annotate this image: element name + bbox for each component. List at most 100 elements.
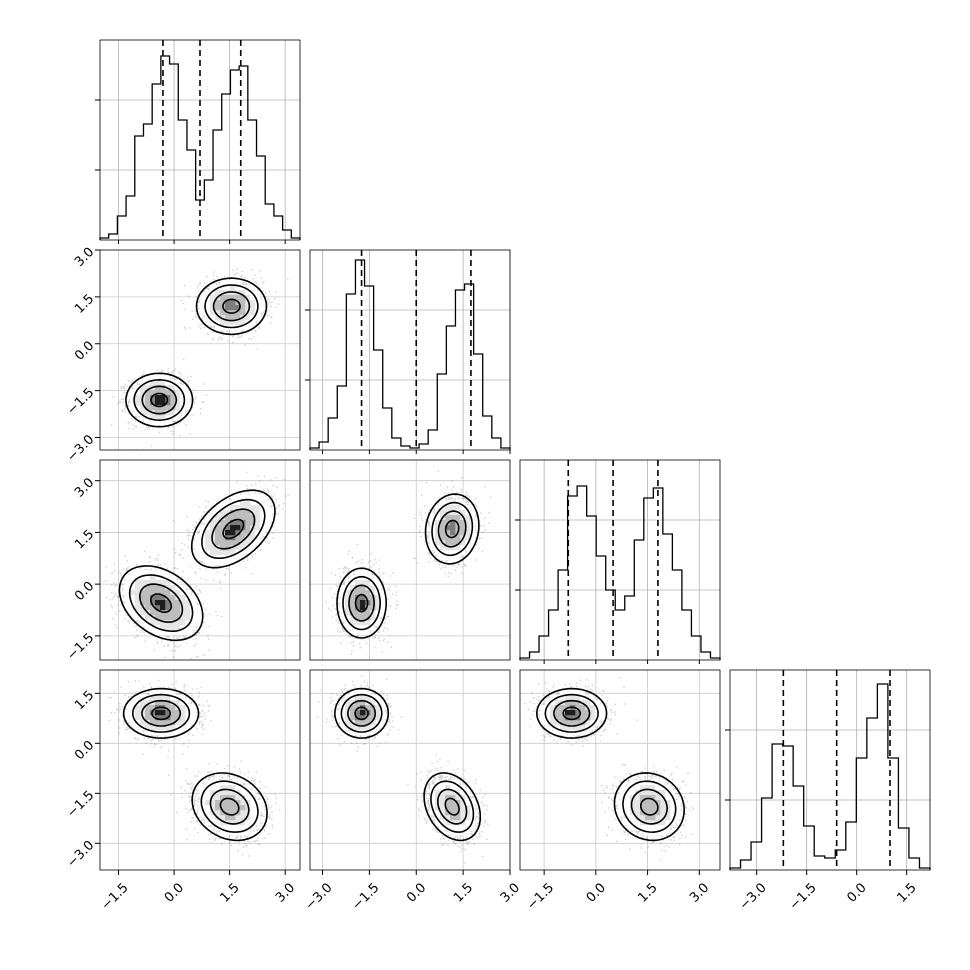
y-tick-label: −1.5 — [64, 385, 97, 418]
contour-line — [204, 284, 259, 329]
contour-line — [553, 699, 591, 727]
histogram-step — [729, 683, 931, 870]
scatter-panel-2-0: −1.5 0.0 1.5 3.0 — [64, 459, 301, 663]
panel-frame — [519, 459, 721, 661]
contour-line — [431, 501, 474, 557]
panel-frame — [99, 39, 301, 241]
density-level-4 — [155, 710, 166, 716]
x-axis-3: −3.0 −1.5 0.0 1.5 — [737, 870, 920, 913]
x-tick-label: 1.5 — [217, 880, 242, 905]
density-level-3 — [355, 705, 371, 721]
panel-content — [520, 670, 720, 870]
panel-frame — [519, 669, 721, 871]
contour-line — [200, 780, 259, 833]
scatter-panel-1-0: −3.0 −1.5 0.0 1.5 3.0 — [64, 245, 301, 465]
y-tick-label: 3.0 — [72, 475, 97, 500]
contour-line — [190, 489, 276, 569]
y-tick-label: −3.0 — [64, 838, 97, 871]
contour-line — [141, 699, 182, 727]
x-tick-label: −1.5 — [524, 880, 557, 913]
density-level-2 — [350, 700, 461, 821]
x-tick-label: −1.5 — [349, 880, 382, 913]
density-level-4 — [155, 525, 241, 611]
contour-line — [430, 780, 475, 833]
contour-line — [222, 518, 245, 540]
y-tick-label: 0.0 — [72, 738, 97, 763]
y-tick-label: 1.5 — [72, 527, 97, 552]
scatter-panel-3-0: −3.0 −1.5 0.0 1.5 — [64, 669, 301, 871]
x-axis-2: −1.5 0.0 1.5 3.0 — [524, 870, 712, 913]
density-level-3 — [565, 705, 581, 721]
contour-line — [150, 593, 173, 613]
panel-frame — [309, 249, 511, 451]
contour-line — [211, 508, 256, 550]
panel-background — [100, 250, 300, 450]
contour-line — [128, 574, 194, 633]
panel-background — [730, 670, 930, 870]
histogram-step — [519, 485, 721, 660]
scatter-panel-2-1 — [309, 459, 511, 661]
y-tick-label: 1.5 — [72, 688, 97, 713]
contour-line — [141, 385, 178, 415]
histogram-panel-2 — [515, 459, 721, 661]
contour-line — [562, 706, 582, 721]
density-level-0 — [540, 690, 681, 836]
contour-line — [436, 788, 468, 825]
x-tick-label: −1.5 — [99, 880, 132, 913]
x-tick-label: 3.0 — [498, 880, 523, 905]
contour-line — [122, 687, 200, 739]
panel-content — [310, 460, 510, 660]
contour-line — [354, 706, 369, 721]
contour-line — [613, 772, 686, 842]
contour-line — [424, 493, 480, 565]
x-tick-label: 1.5 — [451, 880, 476, 905]
contour-line — [219, 797, 240, 816]
density-level-0 — [125, 495, 271, 636]
x-tick-label: 3.0 — [273, 880, 298, 905]
contour-line — [630, 788, 669, 825]
density-level-4 — [360, 600, 366, 611]
density-level-0 — [125, 690, 261, 836]
density-level-1 — [550, 695, 671, 826]
contour-line — [347, 699, 377, 727]
x-tick-label: −3.0 — [737, 880, 770, 913]
contour-line — [444, 519, 460, 539]
x-tick-label: 0.0 — [404, 880, 429, 905]
scatter-panel-3-2 — [519, 669, 721, 871]
y-tick-label: −1.5 — [64, 788, 97, 821]
panel-content — [310, 670, 510, 870]
density-level-2 — [555, 700, 661, 821]
x-tick-label: 0.0 — [844, 880, 869, 905]
contour-line — [348, 584, 375, 622]
contour-line — [342, 575, 382, 631]
x-tick-label: 0.0 — [584, 880, 609, 905]
contour-line — [544, 693, 599, 733]
density-level-2 — [145, 700, 246, 821]
density-level-1 — [135, 695, 251, 826]
density-level-4 — [155, 395, 166, 406]
scatter-panel-3-1 — [309, 669, 511, 871]
contour-line — [195, 277, 268, 336]
x-axis-0: −1.5 0.0 1.5 3.0 — [99, 870, 298, 913]
contour-line — [444, 797, 460, 816]
contour-line — [212, 291, 251, 322]
contour-line — [535, 687, 608, 739]
x-tick-label: 1.5 — [635, 880, 660, 905]
contour-line — [340, 693, 383, 733]
x-tick-label: −3.0 — [303, 880, 336, 913]
panel-frame — [99, 249, 301, 451]
panel-background — [310, 250, 510, 450]
x-tick-label: 1.5 — [894, 880, 919, 905]
panel-content — [100, 670, 300, 870]
panel-background — [310, 460, 510, 660]
density-level-2 — [140, 510, 256, 621]
contour-line — [150, 392, 169, 408]
contour-line — [118, 565, 204, 642]
density-level-4 — [360, 710, 366, 716]
panel-background — [520, 460, 720, 660]
histogram-panel-3 — [725, 669, 931, 871]
contour-line — [336, 567, 388, 639]
contour-line — [138, 583, 184, 623]
histogram-panel-0 — [95, 39, 301, 241]
